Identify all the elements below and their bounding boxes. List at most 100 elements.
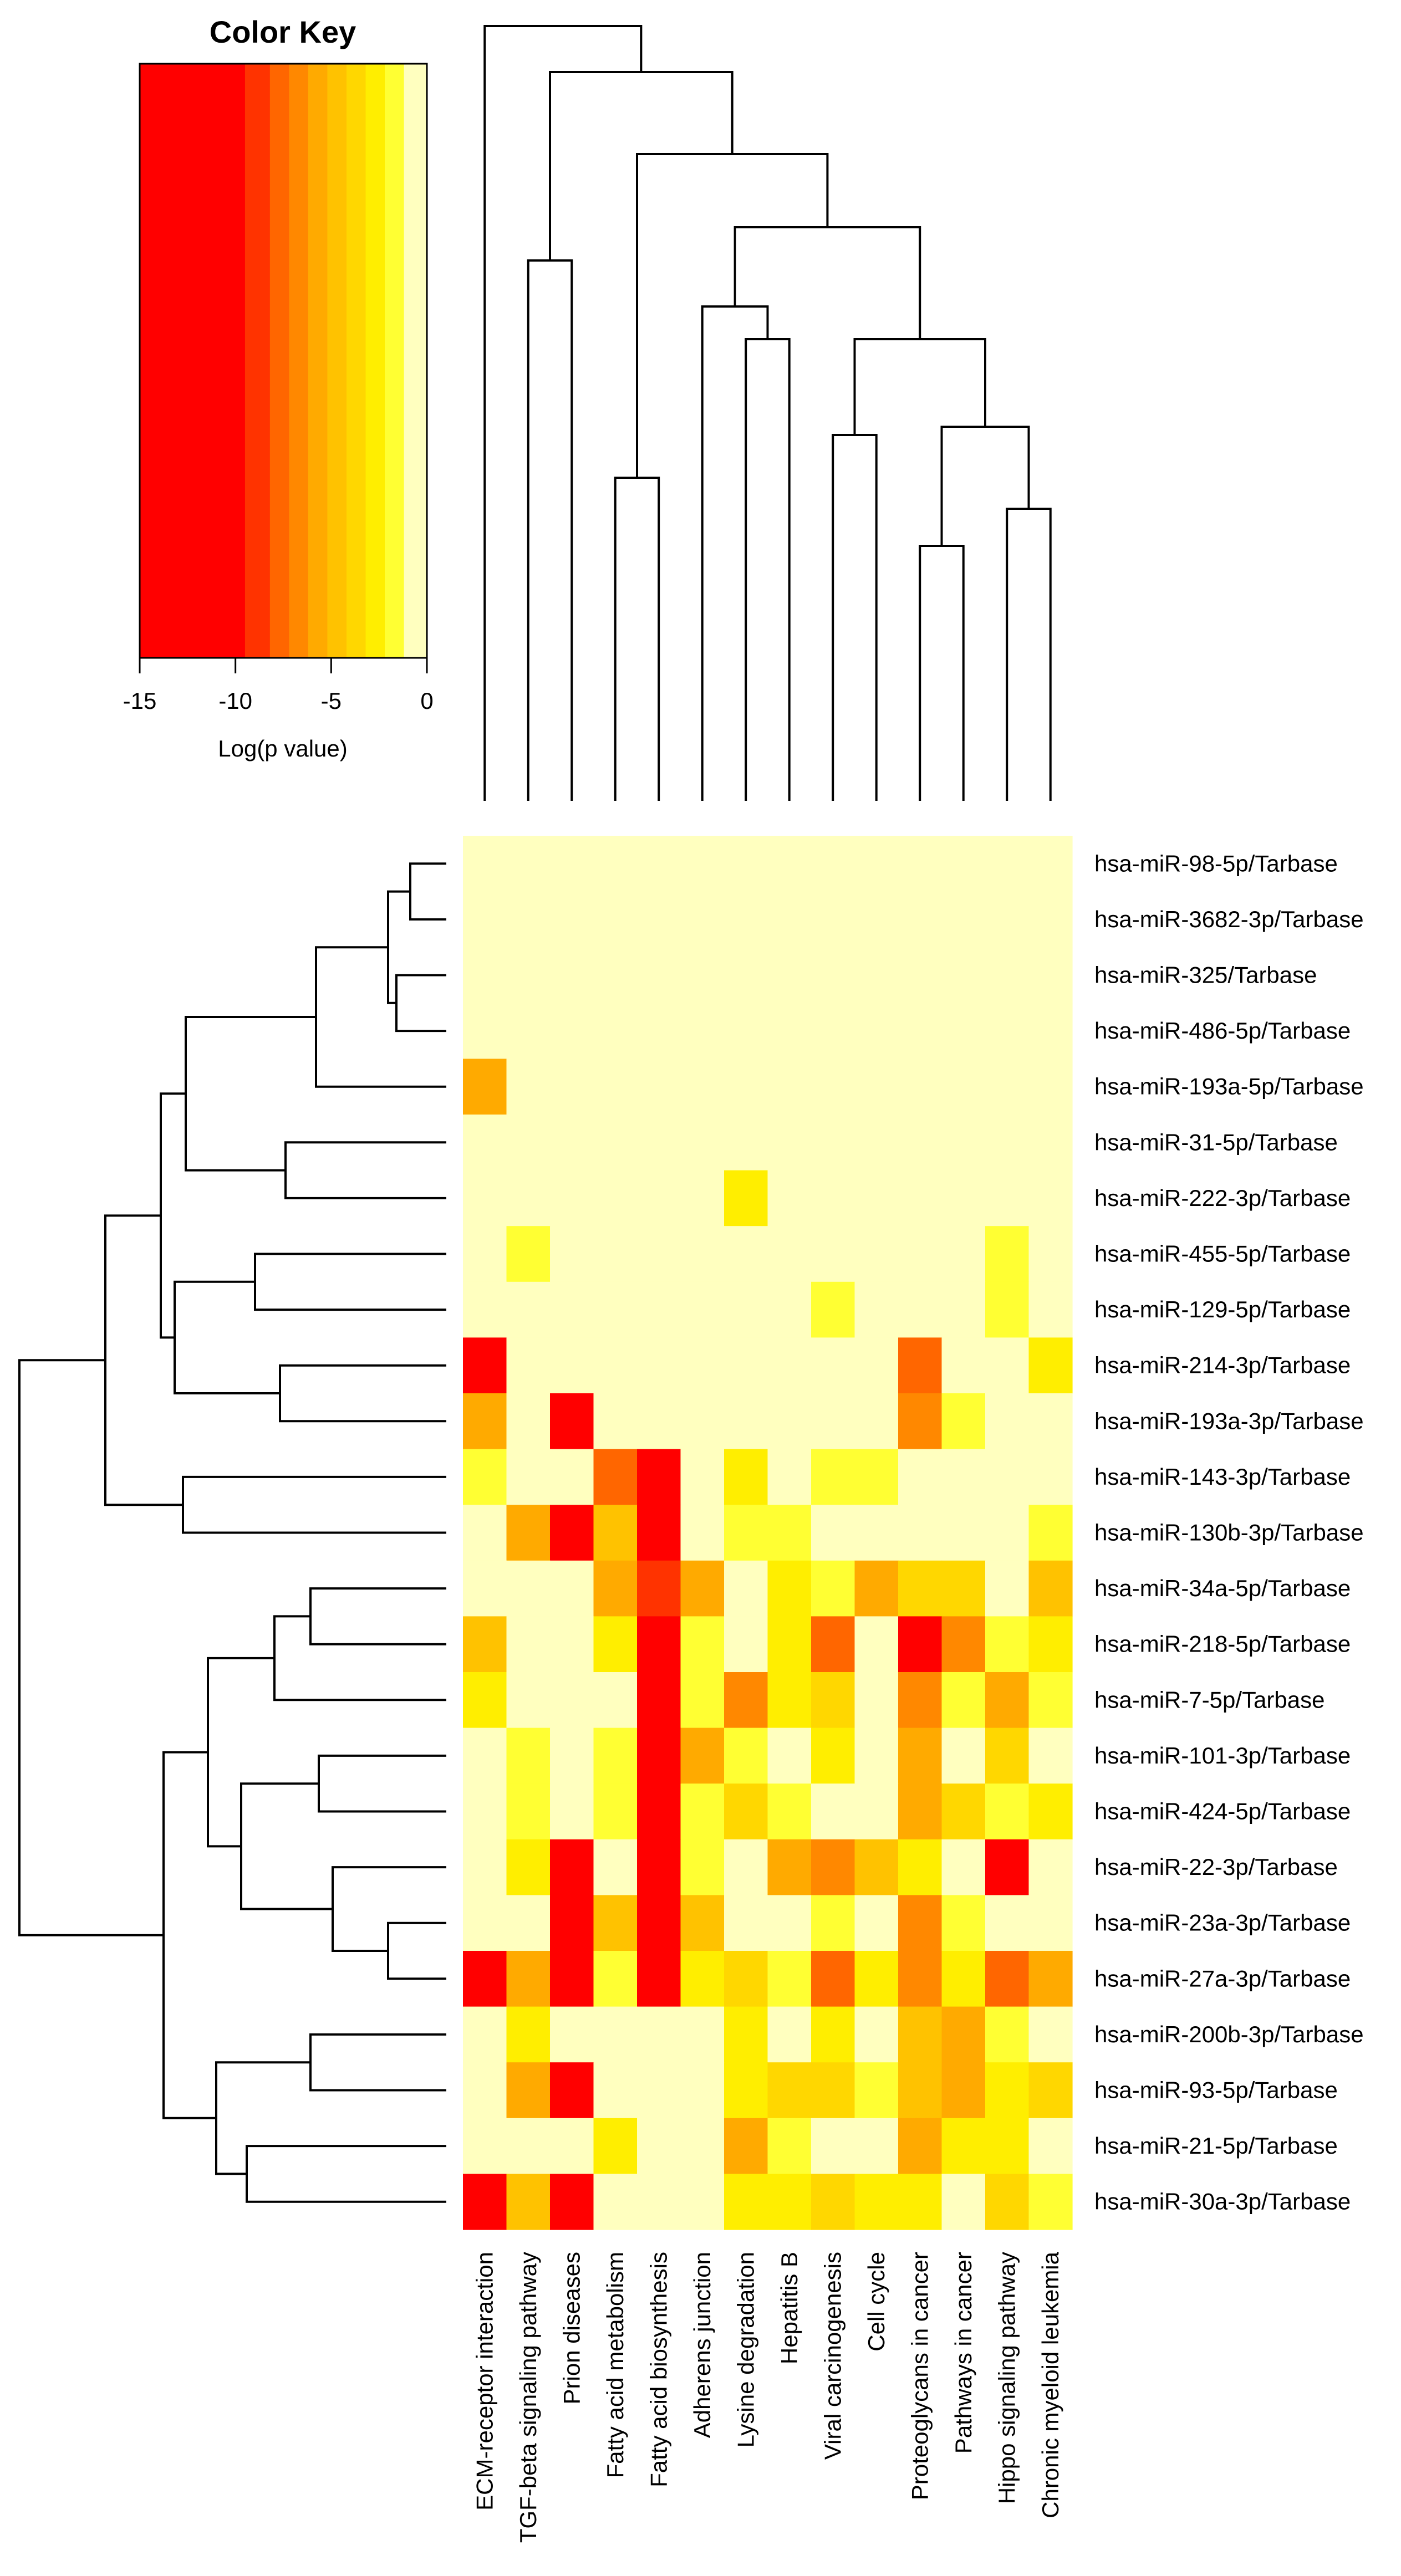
row-label: hsa-miR-193a-3p/Tarbase [1094,1408,1364,1434]
heatmap-cell [593,1727,638,1784]
heatmap-cell [767,1895,812,1951]
heatmap-cell [550,1727,594,1784]
row-label: hsa-miR-200b-3p/Tarbase [1094,2021,1364,2047]
heatmap-cell [593,1895,638,1951]
heatmap-cell [767,1560,812,1617]
heatmap-cell [724,1226,768,1282]
heatmap-cell [637,1727,681,1784]
heatmap-cell [550,1895,594,1951]
heatmap-cell [985,891,1030,948]
color-key-tick-label: -15 [123,688,157,714]
heatmap-cell [550,891,594,948]
column-label: Hippo signaling pathway [994,2252,1020,2504]
heatmap-cell [854,1839,899,1895]
heatmap-cell [941,1783,986,1840]
heatmap-cell [941,1337,986,1394]
heatmap-cell [811,1839,855,1895]
heatmap-cell [1028,1170,1073,1226]
row-label: hsa-miR-22-3p/Tarbase [1094,1854,1338,1880]
heatmap-cell [898,836,943,892]
heatmap-cell [463,1115,507,1171]
heatmap-cell [941,1115,986,1171]
heatmap-cell [506,1895,551,1951]
heatmap-cell [985,1672,1030,1729]
heatmap-cell [724,1393,768,1450]
heatmap-cell [811,1727,855,1784]
row-label: hsa-miR-31-5p/Tarbase [1094,1129,1338,1155]
heatmap-cell [811,836,855,892]
heatmap-cell [941,947,986,1004]
heatmap-cell [463,1951,507,2007]
heatmap-cell [593,1616,638,1673]
heatmap-cell [680,1672,725,1729]
heatmap-cell [898,1003,943,1059]
heatmap-cell [680,836,725,892]
heatmap-cell [941,1951,986,2007]
heatmap-cell [506,1003,551,1059]
heatmap-cell [941,891,986,948]
heatmap-cell [637,1505,681,1561]
heatmap-cell [593,2062,638,2119]
heatmap-cell [767,1281,812,1338]
heatmap-cell [593,1951,638,2007]
heatmap-cell [506,1170,551,1226]
column-label: Pathways in cancer [950,2252,976,2454]
row-label: hsa-miR-214-3p/Tarbase [1094,1352,1351,1378]
heatmap-cell [637,1895,681,1951]
heatmap-cell [767,1393,812,1450]
color-key-band [327,64,347,658]
heatmap-cell [550,947,594,1004]
heatmap-cell [767,1059,812,1115]
column-dendrogram-path [483,25,1052,801]
heatmap-cell [463,2118,507,2174]
heatmap-cell [941,1170,986,1226]
heatmap-cells [463,836,1073,2230]
heatmap-cell [985,2118,1030,2174]
heatmap-cell [854,1393,899,1450]
heatmap-cell [506,1951,551,2007]
heatmap-cell [811,1783,855,1840]
heatmap-cell [637,2062,681,2119]
heatmap-cell [463,1170,507,1226]
color-key-band [140,64,246,658]
heatmap-cell [854,947,899,1004]
heatmap-cell [854,2118,899,2174]
heatmap-cell [463,1393,507,1450]
heatmap-cell [724,1170,768,1226]
heatmap-cell [506,1059,551,1115]
heatmap-cell [680,1003,725,1059]
heatmap-cell [680,2174,725,2230]
heatmap-cell [463,1059,507,1115]
heatmap-cell [463,836,507,892]
heatmap-cell [724,1895,768,1951]
heatmap-cell [811,1505,855,1561]
heatmap-cell [767,1727,812,1784]
heatmap-cell [985,1449,1030,1505]
row-label: hsa-miR-193a-5p/Tarbase [1094,1074,1364,1100]
heatmap-cell [985,1839,1030,1895]
heatmap-cell [941,1281,986,1338]
heatmap-cell [724,1672,768,1729]
heatmap-cell [985,2174,1030,2230]
heatmap-cell [724,2118,768,2174]
heatmap-cell [550,836,594,892]
heatmap-cell [506,1783,551,1840]
heatmap-cell [811,1170,855,1226]
heatmap-cell [637,1059,681,1115]
heatmap-cell [1028,1783,1073,1840]
column-label: ECM-receptor interaction [471,2252,497,2511]
heatmap-cell [550,1505,594,1561]
heatmap-cell [463,1003,507,1059]
heatmap-cell [506,1226,551,1282]
heatmap-cell [811,1337,855,1394]
color-key-band [365,64,385,658]
heatmap-cell [1028,1839,1073,1895]
heatmap-cell [1028,947,1073,1004]
heatmap-cell [637,1783,681,1840]
color-key-bands [140,64,427,658]
color-key-ticks: -15 -10 -5 0 [123,658,434,714]
heatmap-cell [593,891,638,948]
heatmap-cell [1028,1505,1073,1561]
heatmap-cell [463,947,507,1004]
row-label: hsa-miR-218-5p/Tarbase [1094,1631,1351,1657]
